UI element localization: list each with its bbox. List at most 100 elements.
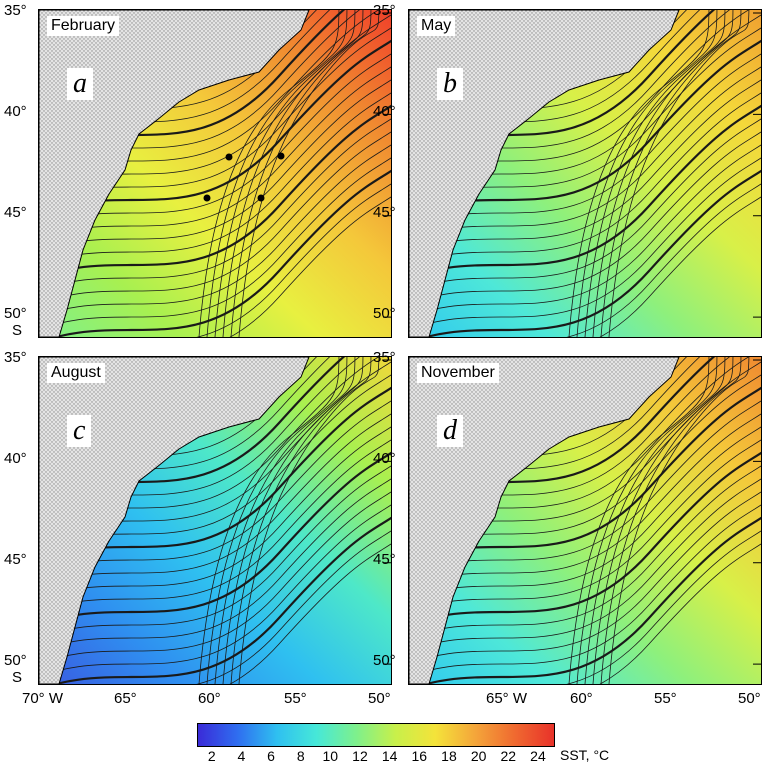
isotherm-contour [409, 465, 761, 638]
isotherm-contour [230, 357, 372, 684]
sst-map-august [39, 357, 391, 684]
isotherm-contour [584, 10, 726, 337]
lon-label-65: 65° [114, 690, 137, 707]
lat-label-50-bottom: 50° [4, 652, 27, 669]
sst-map-panel-august: August c [38, 356, 392, 685]
land-mass [39, 357, 310, 684]
isotherm-contour [230, 10, 372, 337]
panel-letter: a [67, 68, 93, 100]
lon-label-65w-right: 65° W [486, 690, 528, 707]
isotherm-contour [584, 357, 726, 684]
isotherm-contour [196, 183, 391, 337]
isotherm-contour [196, 530, 391, 684]
land-mass [39, 10, 310, 337]
colorbar-tick-label: 18 [441, 748, 457, 764]
colorbar-tick-label: 2 [207, 748, 216, 764]
isotherm-contour [566, 183, 761, 337]
colorbar-tick-label: 22 [500, 748, 517, 764]
isotherm-contour [409, 92, 761, 265]
lat-hemisphere: S [12, 322, 23, 339]
colorbar-tick-label: 12 [352, 748, 368, 764]
colorbar-tick-label: 20 [470, 748, 487, 764]
panel-letter: c [67, 415, 92, 447]
isotherm-contour [214, 10, 356, 337]
colorbar-title: SST, °C [560, 747, 610, 763]
lat-label-40-bottom: 40° [4, 450, 27, 467]
isotherm-contour [568, 10, 710, 337]
isotherm-contour [39, 491, 391, 664]
station-marker [277, 152, 285, 160]
isotherm-contour [222, 10, 364, 337]
isotherm-contour [39, 118, 391, 291]
isotherm-contour [52, 516, 391, 684]
isotherm-contour [409, 451, 761, 626]
isotherm-contour [422, 169, 761, 337]
isotherm-contour [39, 92, 391, 265]
station-marker [203, 194, 211, 202]
isotherm-contour [222, 357, 364, 684]
lon-label-50-right: 50° [738, 690, 761, 707]
isotherm-contour [198, 10, 340, 337]
isotherm-contour [409, 104, 761, 279]
station-marker [225, 153, 233, 161]
isotherm-contour [229, 196, 391, 337]
sst-map-panel-november: November d [408, 356, 762, 685]
isotherm-contour [409, 131, 761, 304]
sst-colorbar [197, 723, 555, 747]
isotherm-contour [238, 357, 380, 684]
month-label: February [47, 16, 120, 36]
isotherm-contour [409, 413, 761, 586]
isotherm-contour [198, 357, 340, 684]
lat-label-50: 50° [4, 305, 27, 322]
isotherm-contour [409, 491, 761, 664]
lat-label-50-bottom-right: 50° [373, 652, 396, 669]
lat-label-35: 35° [4, 2, 27, 19]
isotherm-contour [39, 465, 391, 638]
lon-label-60-right: 60° [570, 690, 593, 707]
isotherm-contour [409, 157, 761, 330]
colorbar-tick-label: 16 [411, 748, 428, 764]
colorbar-tick-label: 10 [322, 748, 339, 764]
sst-map-november [409, 357, 761, 684]
lon-label-50: 50° [368, 690, 391, 707]
isotherm-contour [39, 66, 391, 239]
lat-hemisphere-bottom: S [12, 669, 23, 686]
lon-label-55-right: 55° [654, 690, 677, 707]
colorbar-tick-label: 6 [267, 748, 275, 764]
isotherm-contour [409, 504, 761, 677]
lon-label-60: 60° [198, 690, 221, 707]
isotherm-contour [39, 451, 391, 626]
land-mass [409, 10, 680, 337]
colorbar-tick-label: 8 [296, 748, 305, 764]
isotherm-contour [214, 357, 356, 684]
month-label: November [417, 363, 499, 383]
lat-label-40: 40° [4, 103, 27, 120]
isotherm-contour [39, 439, 391, 612]
isotherm-contour [592, 357, 734, 684]
isotherm-contour [600, 10, 742, 337]
lat-label-35-right: 35° [373, 2, 396, 19]
isotherm-contour [599, 543, 761, 684]
isotherm-contour [409, 118, 761, 291]
isotherm-contour [576, 357, 718, 684]
lon-label-70w: 70° W [22, 690, 64, 707]
isotherm-contour [600, 357, 742, 684]
lat-label-45-bottom: 45° [4, 551, 27, 568]
colorbar-tick-label: 14 [381, 748, 398, 764]
isotherm-contour [409, 439, 761, 612]
isotherm-contour [229, 543, 391, 684]
lat-label-35-bottom-right: 35° [373, 349, 396, 366]
isotherm-contour [422, 516, 761, 684]
isotherm-contour [576, 10, 718, 337]
colorbar-tick-label: 24 [530, 748, 546, 764]
colorbar-tick-label: 4 [237, 748, 246, 764]
isotherm-contour [206, 357, 348, 684]
isotherm-contour [409, 66, 761, 239]
isotherm-contour [39, 157, 391, 330]
isotherm-contour [39, 426, 391, 599]
isotherm-contour [39, 478, 391, 651]
panel-letter: d [437, 415, 463, 447]
isotherm-contour [39, 413, 391, 586]
lon-label-55: 55° [284, 690, 307, 707]
isotherm-contour [409, 478, 761, 651]
